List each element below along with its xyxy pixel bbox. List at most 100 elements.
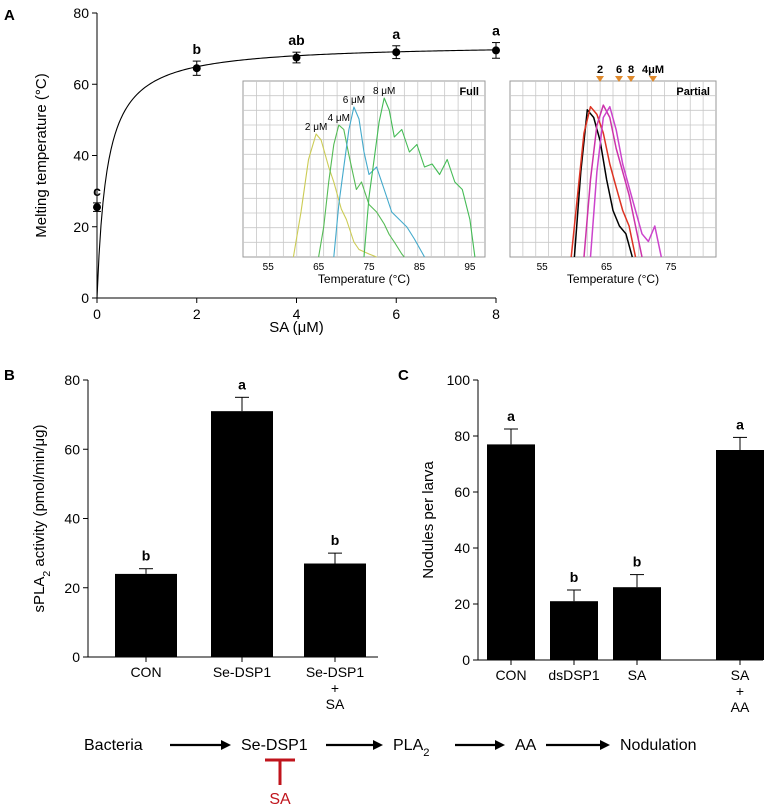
c-y-axis-title: Nodules per larva bbox=[420, 461, 437, 579]
b-significance-letter: a bbox=[238, 376, 246, 392]
b-y-tick-label: 0 bbox=[72, 649, 80, 665]
inset-x-tick-label: 75 bbox=[665, 262, 677, 273]
b-bar bbox=[211, 411, 273, 657]
inset-title: Full bbox=[459, 86, 479, 98]
b-y-tick-label: 80 bbox=[64, 372, 80, 388]
a-significance-letter: a bbox=[492, 23, 500, 39]
inset-series-label: 4 μM bbox=[328, 113, 350, 124]
pathway-step: Se-DSP1 bbox=[241, 737, 308, 754]
a-y-tick-label: 60 bbox=[73, 76, 89, 92]
chart-c: 0 20 40 60 80 100 Nodules per larva a CON b dsDSP1… bbox=[420, 372, 764, 715]
c-significance-letter: a bbox=[507, 408, 515, 424]
pathway-arrowhead bbox=[373, 740, 383, 750]
a-data-point bbox=[492, 46, 500, 55]
inset-peak-marker bbox=[649, 76, 657, 82]
inset-series-line bbox=[573, 109, 634, 258]
a-significance-letter: c bbox=[93, 183, 101, 199]
pathway-step: Bacteria bbox=[84, 737, 143, 754]
b-significance-letter: b bbox=[142, 548, 151, 564]
a-x-tick-label: 8 bbox=[492, 306, 500, 322]
panel-c-label: C bbox=[398, 367, 409, 384]
a-data-point bbox=[292, 53, 301, 62]
a-x-tick-label: 4 bbox=[293, 306, 301, 322]
c-bar bbox=[613, 587, 661, 660]
inset-series-line bbox=[318, 124, 405, 258]
inset-x-tick-label: 95 bbox=[464, 262, 476, 273]
b-category-label: Se-DSP1 bbox=[306, 664, 365, 680]
b-category-label: + bbox=[331, 680, 339, 696]
b-category-label: Se-DSP1 bbox=[213, 664, 272, 680]
inset-series-label: 6 bbox=[616, 64, 622, 76]
inset-series-line bbox=[363, 97, 476, 258]
panel-b-label: B bbox=[4, 367, 15, 384]
a-x-tick-label: 2 bbox=[193, 306, 201, 322]
chart-b: 0 20 40 60 80 sPLA2 activity (pmol/min/μg) b CO… bbox=[31, 372, 378, 712]
pathway-diagram: Bacteria Se-DSP1 PLA2 AA Nodulation SA bbox=[84, 737, 697, 808]
c-y-tick-label: 100 bbox=[447, 372, 471, 388]
inset-series-label: 2 bbox=[597, 64, 603, 76]
inset-series-line bbox=[589, 105, 663, 258]
a-x-axis-title: SA (μM) bbox=[269, 319, 323, 336]
b-y-tick-label: 20 bbox=[64, 580, 80, 596]
inset-x-tick-label: 65 bbox=[601, 262, 613, 273]
pathway-arrowhead bbox=[495, 740, 505, 750]
b-significance-letter: b bbox=[331, 532, 340, 548]
a-data-point bbox=[192, 64, 201, 73]
inset-partial: 55 65 75 Temperature (°C) Partial 2 6 8 4μM bbox=[509, 64, 717, 286]
b-category-label: CON bbox=[130, 664, 161, 680]
inset-series-label: 8 μM bbox=[373, 86, 395, 97]
b-y-tick-label: 60 bbox=[64, 441, 80, 457]
pathway-step: Nodulation bbox=[620, 737, 697, 754]
c-category-label: SA bbox=[628, 667, 647, 683]
a-x-tick-label: 6 bbox=[392, 306, 400, 322]
c-significance-letter: b bbox=[633, 554, 642, 570]
b-y-tick-label: 40 bbox=[64, 511, 80, 527]
a-y-tick-label: 20 bbox=[73, 219, 89, 235]
inset-series-label: 2 μM bbox=[305, 122, 327, 133]
c-bar bbox=[550, 601, 598, 660]
a-data-point bbox=[93, 203, 101, 212]
inset-series-line bbox=[570, 105, 637, 258]
pathway-step: PLA2 bbox=[393, 737, 429, 759]
inset-peak-marker bbox=[615, 76, 623, 82]
inset-series-line bbox=[292, 133, 377, 258]
c-category-label: CON bbox=[495, 667, 526, 683]
inset-full: 55 65 75 85 95 Temperature (°C) Full 2 μM4 μM 6 … bbox=[242, 80, 486, 286]
inset-series-line bbox=[583, 104, 643, 258]
panel-a-label: A bbox=[4, 7, 15, 24]
inset-title: Partial bbox=[676, 86, 710, 98]
c-y-tick-label: 40 bbox=[454, 540, 470, 556]
a-y-tick-label: 40 bbox=[73, 148, 89, 164]
inset-x-axis-title: Temperature (°C) bbox=[318, 272, 410, 286]
inset-peak-marker bbox=[627, 76, 635, 82]
a-significance-letter: ab bbox=[288, 32, 304, 48]
pathway-step: AA bbox=[515, 737, 537, 754]
b-category-label: SA bbox=[326, 696, 345, 712]
c-category-label: + bbox=[736, 683, 744, 699]
inset-x-axis-title: Temperature (°C) bbox=[567, 272, 659, 286]
a-data-point bbox=[392, 48, 401, 57]
c-category-label: dsDSP1 bbox=[548, 667, 600, 683]
inset-x-tick-label: 65 bbox=[313, 262, 325, 273]
c-bar bbox=[487, 444, 535, 660]
c-bar bbox=[716, 450, 764, 660]
a-x-tick-label: 0 bbox=[93, 306, 101, 322]
c-y-tick-label: 60 bbox=[454, 484, 470, 500]
c-significance-letter: b bbox=[570, 569, 579, 585]
pathway-arrowhead bbox=[600, 740, 610, 750]
inhibitor-label: SA bbox=[269, 791, 291, 808]
chart-a: 0 20 40 60 80 0 2 4 6 8 SA (μM) Melting temperature… bbox=[33, 5, 500, 336]
inset-peak-marker bbox=[596, 76, 604, 82]
b-y-axis-title: sPLA2 activity (pmol/min/μg) bbox=[31, 425, 53, 613]
inset-x-tick-label: 85 bbox=[414, 262, 426, 273]
inset-series-label: 6 μM bbox=[343, 95, 365, 106]
pathway-arrowhead bbox=[221, 740, 231, 750]
a-y-axis-title: Melting temperature (°C) bbox=[33, 73, 50, 237]
c-significance-letter: a bbox=[736, 416, 744, 432]
c-y-tick-label: 20 bbox=[454, 596, 470, 612]
a-significance-letter: a bbox=[392, 26, 400, 42]
b-bar bbox=[115, 573, 177, 657]
inset-x-tick-label: 55 bbox=[263, 262, 275, 273]
a-y-tick-label: 80 bbox=[73, 5, 89, 21]
